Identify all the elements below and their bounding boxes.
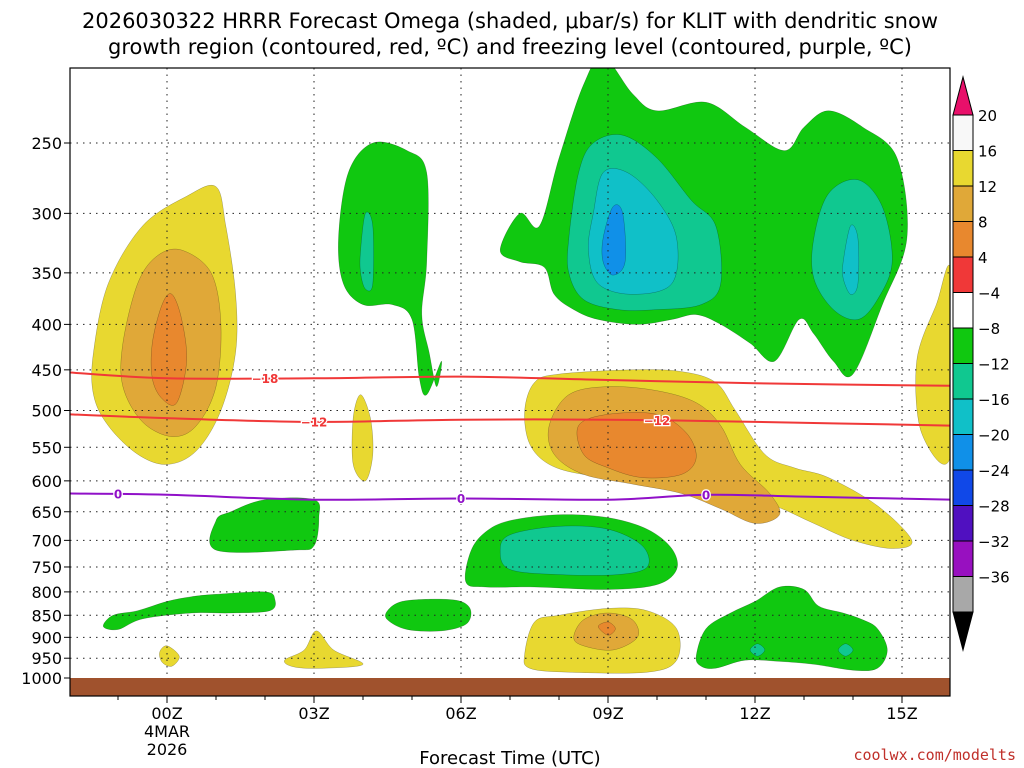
omega-region	[597, 621, 616, 636]
x-axis-title: Forecast Time (UTC)	[419, 748, 600, 768]
contour-line	[70, 492, 950, 501]
colorbar-cell	[952, 398, 974, 435]
contour-label: −18	[252, 372, 279, 386]
x-tick-label: 15Z	[886, 704, 917, 723]
x-tick-year: 2026	[147, 740, 188, 759]
contour-line	[70, 413, 950, 427]
colorbar-label: −28	[978, 498, 1010, 516]
ground-surface	[70, 678, 950, 696]
y-tick-label: 600	[31, 472, 62, 491]
colorbar-cell	[952, 221, 974, 258]
colorbar-label: −36	[978, 569, 1010, 587]
omega-region	[159, 645, 180, 667]
credit-text: coolwx.com/modelts	[853, 746, 1016, 764]
chart-title-line1: 2026030322 HRRR Forecast Omega (shaded, …	[82, 9, 938, 33]
grid-lines	[70, 68, 950, 678]
colorbar-label: −32	[978, 533, 1010, 551]
colorbar-cell	[952, 150, 974, 187]
colorbar-cell	[952, 185, 974, 222]
colorbar-label: −8	[978, 320, 1000, 338]
colorbar-label: −24	[978, 462, 1010, 480]
colorbar-cell	[952, 540, 974, 577]
y-tick-label: 550	[31, 438, 62, 457]
colorbar: 20 16 12 8 4 −4 −8 −12 −16 −20 −24 −28 −32 −36	[952, 75, 1010, 652]
colorbar-label: −16	[978, 391, 1010, 409]
chart-title-line2: growth region (contoured, red, ºC) and f…	[108, 35, 912, 59]
colorbar-label: −4	[978, 285, 1000, 303]
contour-label: 0	[702, 488, 710, 502]
omega-region	[359, 211, 374, 292]
y-tick-label: 950	[31, 649, 62, 668]
y-tick-label: 350	[31, 264, 62, 283]
colorbar-label: 12	[978, 178, 997, 196]
omega-region	[103, 591, 276, 631]
colorbar-label: 4	[978, 249, 988, 267]
colorbar-label: 16	[978, 143, 997, 161]
y-tick-label: 250	[31, 134, 62, 153]
y-tick-label: 900	[31, 628, 62, 647]
omega-region	[499, 525, 650, 576]
omega-region	[338, 141, 442, 396]
y-tick-label: 1000	[21, 669, 62, 688]
colorbar-cell	[952, 114, 974, 151]
contour-label: 0	[457, 492, 465, 506]
colorbar-label: 8	[978, 214, 988, 232]
y-axis: 250 300 350 400 450 500 550 600 650 700 750 800 850 9…	[21, 134, 70, 688]
colorbar-cell	[952, 469, 974, 506]
x-tick-label: 09Z	[592, 704, 623, 723]
omega-region	[915, 264, 950, 465]
colorbar-arrow-bottom	[952, 611, 974, 652]
colorbar-cell	[952, 363, 974, 400]
colorbar-cell	[952, 256, 974, 293]
colorbar-label: 20	[978, 107, 997, 125]
contour-label: −12	[644, 414, 671, 428]
contour-label: −12	[301, 415, 328, 429]
x-tick-label: 00Z	[151, 704, 182, 723]
colorbar-cell	[952, 434, 974, 471]
y-tick-label: 500	[31, 402, 62, 421]
y-tick-label: 800	[31, 583, 62, 602]
colorbar-cell	[952, 327, 974, 364]
x-tick-label: 12Z	[739, 704, 770, 723]
colorbar-cell	[952, 292, 974, 329]
omega-region	[842, 224, 860, 295]
colorbar-cell	[952, 505, 974, 542]
colorbar-label: −20	[978, 427, 1010, 445]
y-tick-label: 850	[31, 606, 62, 625]
contour-line	[70, 371, 950, 387]
x-tick-date: 4MAR	[144, 722, 190, 741]
y-tick-label: 650	[31, 503, 62, 522]
omega-region	[838, 643, 854, 657]
omega-region	[749, 643, 766, 657]
y-tick-label: 400	[31, 315, 62, 334]
omega-region	[284, 630, 364, 669]
colorbar-cell	[952, 576, 974, 613]
omega-region	[351, 394, 374, 482]
contour-label: 0	[114, 488, 122, 502]
x-tick-label: 03Z	[298, 704, 329, 723]
y-tick-label: 450	[31, 361, 62, 380]
temperature-contours: −18 −12 −12 0 0 0	[70, 371, 950, 507]
y-tick-label: 700	[31, 531, 62, 550]
omega-shaded-regions	[91, 68, 950, 674]
y-tick-label: 300	[31, 204, 62, 223]
colorbar-label: −12	[978, 356, 1010, 374]
omega-region	[576, 412, 697, 479]
x-tick-label: 06Z	[445, 704, 476, 723]
y-tick-label: 750	[31, 558, 62, 577]
